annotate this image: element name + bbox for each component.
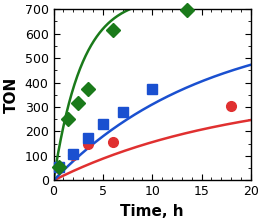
- X-axis label: Time, h: Time, h: [120, 204, 184, 219]
- Y-axis label: TON: TON: [4, 77, 19, 113]
